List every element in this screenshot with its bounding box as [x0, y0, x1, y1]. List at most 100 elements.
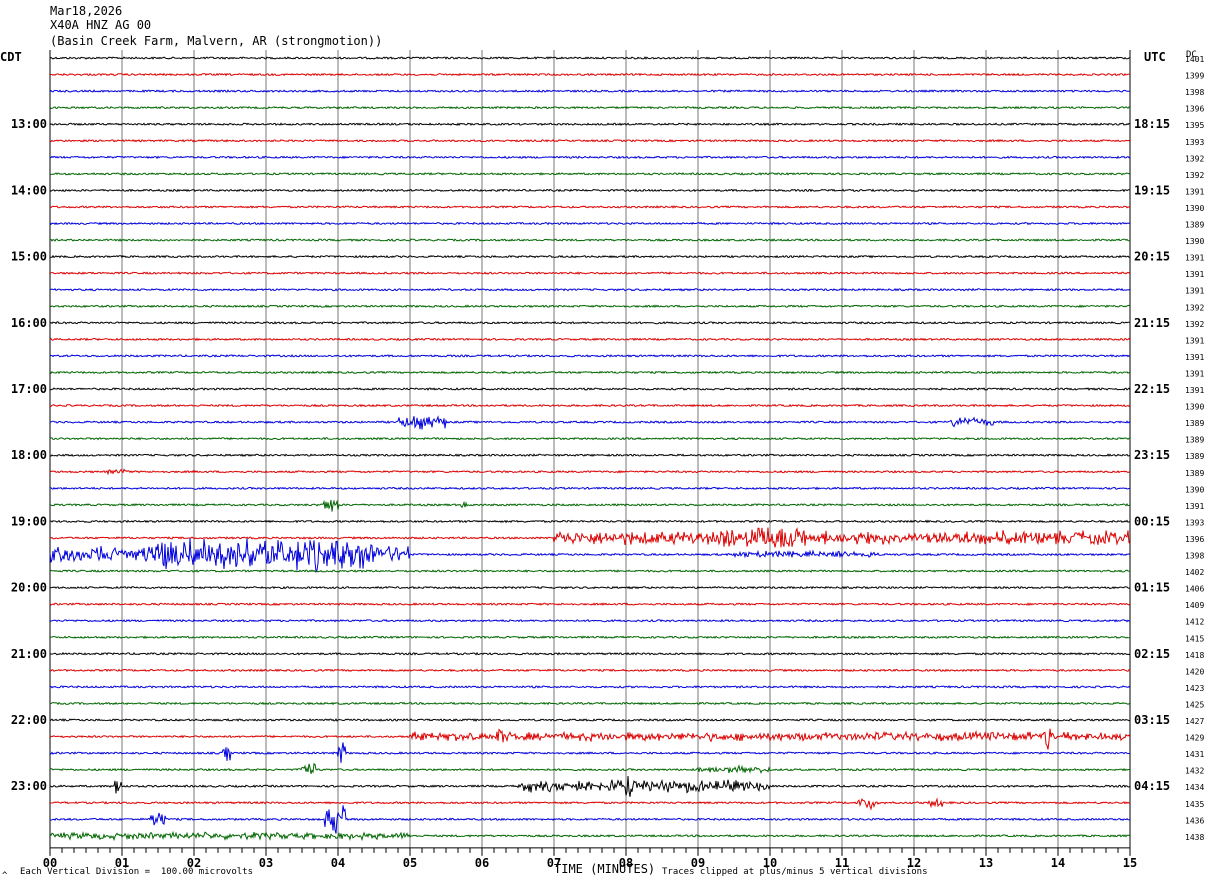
trace-line [49, 585, 1131, 590]
trace-line [49, 684, 1131, 689]
trace-line [49, 370, 1131, 375]
utc-hour-label: 01:15 [1134, 581, 1170, 595]
cdt-hour-label: 23:00 [11, 779, 47, 793]
dc-offset-label: 1436 [1185, 816, 1204, 825]
dc-offset-label: 1401 [1185, 55, 1204, 64]
dc-offset-label: 1389 [1185, 469, 1204, 478]
dc-offset-label: 1393 [1185, 138, 1204, 147]
x-tick-label: 04 [331, 856, 345, 870]
dc-offset-label: 1392 [1185, 171, 1204, 180]
trace-line [49, 742, 1130, 763]
utc-hour-label: 23:15 [1134, 448, 1170, 462]
trace-line [49, 805, 1131, 834]
trace-line [49, 453, 1131, 458]
x-tick-label: 13 [979, 856, 993, 870]
trace-line [49, 718, 1131, 722]
trace-line [49, 651, 1131, 656]
x-tick-label: 09 [691, 856, 705, 870]
cdt-hour-label: 21:00 [11, 647, 47, 661]
scale-note: Each Vertical Division = 100.00 microvol… [20, 867, 253, 877]
trace-line [49, 538, 1131, 574]
utc-hour-label: 21:15 [1134, 316, 1170, 330]
x-tick-label: 02 [187, 856, 201, 870]
trace-line [49, 172, 1131, 176]
dc-offset-label: 1389 [1185, 221, 1204, 230]
clip-note: Traces clipped at plus/minus 5 vertical … [662, 867, 928, 877]
dc-offset-label: 1396 [1185, 535, 1204, 544]
trace-line [49, 763, 1131, 774]
trace-line [49, 519, 1131, 524]
trace-line [49, 728, 1131, 750]
trace-line [49, 436, 1131, 441]
time-axis: 00 01 02 03 04 05 06 07 08 09 10 11 12 13 14 15 [43, 847, 1137, 870]
trace-line [49, 337, 1131, 342]
utc-hour-label: 03:15 [1134, 713, 1170, 727]
trace-line [49, 499, 1131, 512]
x-tick-label: 11 [835, 856, 849, 870]
dc-offset-label: 1406 [1185, 585, 1204, 594]
dc-offset-label: 1391 [1185, 254, 1204, 263]
dc-offset-label: 1434 [1185, 783, 1204, 792]
x-tick-label: 10 [763, 856, 777, 870]
x-tick-label: 05 [403, 856, 417, 870]
dc-offset-header: DC [1186, 50, 1197, 60]
x-tick-label: 03 [259, 856, 273, 870]
trace-line [49, 635, 1131, 640]
x-tick-label: 14 [1051, 856, 1065, 870]
utc-hour-label: 22:15 [1134, 382, 1170, 396]
x-tick-label: 15 [1123, 856, 1137, 870]
dc-offset-label: 1431 [1185, 750, 1204, 759]
dc-offset-label: 1415 [1185, 634, 1204, 643]
trace-line [49, 775, 1131, 797]
dc-offset-label: 1418 [1185, 651, 1204, 660]
hour-labels: 1401 1399 1398 1396 1395 1393 1392 1392 1391 1390… [11, 55, 1205, 842]
trace-line [49, 105, 1131, 110]
x-tick-label: 01 [115, 856, 129, 870]
dc-offset-label: 1389 [1185, 436, 1204, 445]
utc-hour-label: 04:15 [1134, 779, 1170, 793]
cdt-hour-label: 16:00 [11, 316, 47, 330]
dc-offset-label: 1420 [1185, 667, 1204, 676]
dc-offset-label: 1398 [1185, 552, 1204, 561]
dc-offset-label: 1392 [1185, 320, 1204, 329]
left-timezone-label: CDT [0, 50, 22, 64]
dc-offset-label: 1402 [1185, 568, 1204, 577]
trace-line [49, 138, 1131, 143]
dc-offset-label: 1389 [1185, 419, 1204, 428]
dc-offset-label: 1435 [1185, 800, 1204, 809]
utc-hour-label: 00:15 [1134, 514, 1170, 528]
x-tick-label: 00 [43, 856, 57, 870]
dc-offset-label: 1425 [1185, 700, 1204, 709]
dc-offset-label: 1429 [1185, 734, 1204, 743]
dc-offset-label: 1432 [1185, 767, 1204, 776]
dc-offset-label: 1390 [1185, 403, 1204, 412]
trace-line [49, 527, 1131, 548]
dc-offset-label: 1438 [1185, 833, 1204, 842]
trace-line [49, 72, 1131, 77]
dc-offset-label: 1390 [1185, 204, 1204, 213]
dc-offset-label: 1391 [1185, 353, 1204, 362]
dc-offset-label: 1398 [1185, 88, 1204, 97]
trace-line [49, 238, 1131, 242]
dc-offset-label: 1389 [1185, 452, 1204, 461]
dc-offset-label: 1390 [1185, 485, 1204, 494]
cdt-hour-label: 20:00 [11, 581, 47, 595]
trace-line [49, 155, 1131, 160]
x-tick-label: 08 [619, 856, 633, 870]
cdt-hour-label: 17:00 [11, 382, 47, 396]
trace-line [49, 287, 1131, 292]
dc-offset-label: 1391 [1185, 187, 1204, 196]
seismic-traces [49, 56, 1131, 842]
dc-offset-label: 1391 [1185, 502, 1204, 511]
dc-offset-label: 1393 [1185, 518, 1204, 527]
utc-hour-label: 18:15 [1134, 117, 1170, 131]
utc-hour-label: 02:15 [1134, 647, 1170, 661]
dc-offset-label: 1391 [1185, 386, 1204, 395]
cdt-hour-label: 22:00 [11, 713, 47, 727]
dc-offset-label: 1409 [1185, 601, 1204, 610]
right-timezone-label: UTC [1144, 50, 1166, 64]
trace-line [50, 254, 1131, 259]
trace-line [49, 415, 1131, 430]
dc-offset-label: 1427 [1185, 717, 1204, 726]
trace-line [49, 468, 1131, 476]
